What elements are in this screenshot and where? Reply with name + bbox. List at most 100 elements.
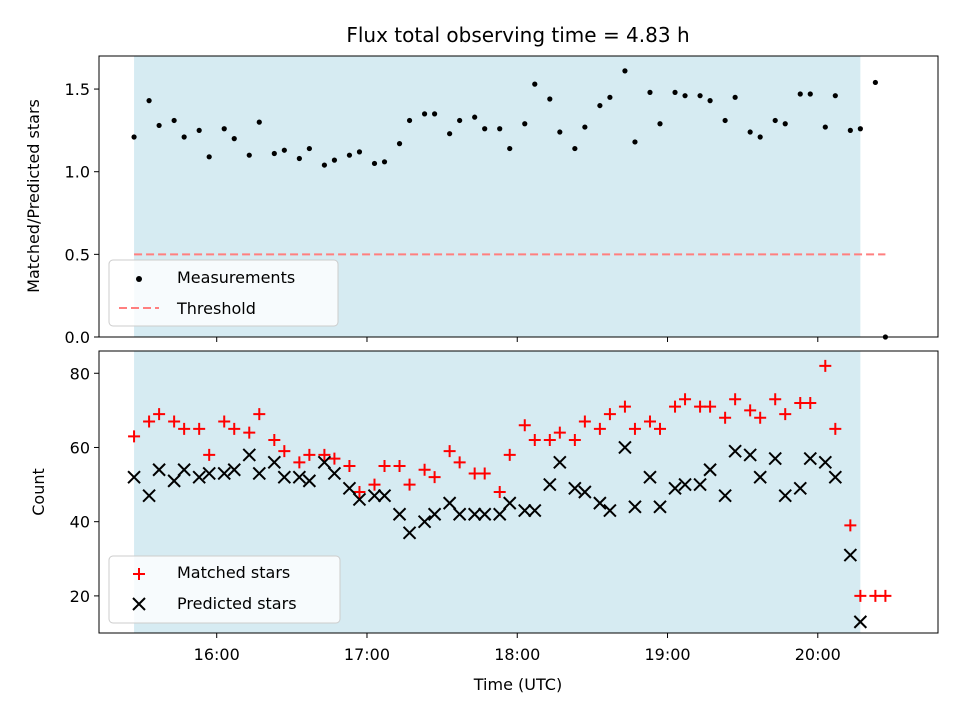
- measurement-point: [331, 157, 338, 163]
- top-y-tick-label: 1.0: [65, 163, 90, 182]
- legend-measurements-label: Measurements: [177, 268, 295, 287]
- predicted-star-point: [528, 503, 542, 518]
- matched-star-point: [829, 422, 842, 435]
- predicted-star-point: [678, 477, 692, 492]
- measurement-point: [156, 122, 162, 129]
- measurement-point: [672, 89, 678, 95]
- measurement-point: [231, 136, 237, 142]
- matched-star-point: [779, 408, 792, 421]
- predicted-star-point: [317, 455, 332, 470]
- matched-star-point: [618, 400, 631, 413]
- predicted-star-point: [417, 514, 432, 529]
- matched-star-point: [153, 408, 166, 421]
- measurement-point: [346, 152, 353, 158]
- measurement-point: [482, 126, 488, 132]
- bottom-y-tick-label: 40: [70, 513, 90, 532]
- predicted-star-point: [778, 489, 792, 503]
- predicted-star-point: [578, 485, 592, 499]
- bottom-marks: [127, 359, 892, 629]
- measurement-point: [181, 134, 187, 140]
- matched-star-point: [578, 415, 591, 428]
- measurement-point: [757, 134, 763, 140]
- measurement-point: [256, 119, 262, 125]
- measurement-point: [421, 111, 428, 117]
- matched-star-point: [428, 471, 441, 484]
- predicted-star-point: [377, 489, 392, 503]
- matched-star-point: [453, 456, 466, 469]
- measurement-point: [171, 117, 177, 124]
- matched-star-point: [769, 393, 782, 406]
- matched-star-point: [443, 445, 456, 458]
- predicted-star-point: [503, 496, 517, 510]
- bottom-y-tick-label: 60: [70, 438, 90, 457]
- predicted-star-point: [467, 507, 482, 521]
- matched-star-point: [418, 463, 431, 476]
- measurement-point: [381, 159, 388, 165]
- predicted-star-point: [202, 466, 216, 481]
- matched-star-point: [178, 422, 191, 435]
- matched-star-point: [218, 415, 231, 428]
- matched-star-point: [528, 434, 541, 447]
- predicted-star-point: [553, 455, 567, 470]
- predicted-star-point: [402, 526, 417, 540]
- top-marks: [131, 68, 889, 340]
- predicted-star-point: [693, 477, 707, 492]
- matched-star-point: [268, 434, 281, 447]
- predicted-star-point: [127, 470, 141, 484]
- measurement-point: [557, 129, 563, 135]
- predicted-star-point: [327, 466, 342, 481]
- measurement-point: [457, 117, 463, 124]
- matched-star-point: [318, 448, 331, 461]
- predicted-star-point: [743, 448, 757, 462]
- matched-star-point: [804, 396, 817, 409]
- predicted-star-point: [452, 507, 467, 521]
- matched-star-point: [343, 460, 356, 473]
- predicted-star-point: [728, 444, 742, 458]
- matched-star-point: [643, 415, 656, 428]
- measurement-point: [472, 114, 478, 120]
- measurement-point: [532, 81, 538, 87]
- predicted-star-point: [593, 496, 607, 510]
- measurement-point: [847, 127, 853, 133]
- measurement-point: [572, 145, 578, 152]
- predicted-star-point: [292, 470, 307, 484]
- bottom-legend: Matched stars Predicted stars: [108, 555, 341, 624]
- matched-star-point: [754, 411, 767, 424]
- matched-star-point: [328, 452, 341, 465]
- legend-predicted-marker: [132, 597, 146, 611]
- measurement-point: [657, 121, 663, 127]
- matched-star-point: [819, 359, 832, 372]
- matched-star-point: [694, 400, 707, 413]
- matched-star-point: [518, 419, 531, 432]
- predicted-star-point: [267, 455, 282, 470]
- measurement-point: [582, 124, 588, 130]
- matched-star-point: [553, 426, 566, 439]
- matched-star-point: [353, 486, 366, 498]
- measurement-point: [281, 147, 287, 153]
- predicted-star-point: [768, 451, 782, 466]
- measurement-point: [196, 127, 202, 133]
- predicted-star-point: [718, 489, 732, 503]
- bottom-y-ticks: 20 40 60 80: [70, 364, 99, 606]
- legend-matched-label: Matched stars: [177, 563, 290, 582]
- matched-star-point: [393, 460, 406, 473]
- predicted-star-point: [277, 470, 292, 484]
- top-axes-frame: [98, 55, 939, 338]
- predicted-star-point: [167, 474, 181, 488]
- top-panel: 0.0 0.5 1.0 1.5 Matched/Predicted stars Mea…: [24, 55, 939, 347]
- bottom-legend-box: [108, 555, 341, 624]
- measurement-point: [832, 93, 838, 99]
- matched-star-point: [243, 426, 256, 439]
- measurement-point: [406, 117, 413, 124]
- top-y-tick-label: 0.5: [65, 245, 90, 264]
- matched-star-point: [794, 396, 807, 409]
- predicted-star-point: [152, 463, 166, 477]
- top-y-tick-label: 0.0: [65, 328, 90, 347]
- predicted-star-point: [302, 474, 317, 488]
- legend-measurements-marker: [136, 276, 142, 282]
- bottom-x-ticks: 16:00 17:00 18:00 19:00 20:00: [194, 633, 841, 664]
- measurement-point: [356, 149, 363, 155]
- predicted-star-point: [227, 463, 241, 477]
- measurement-point: [507, 145, 513, 152]
